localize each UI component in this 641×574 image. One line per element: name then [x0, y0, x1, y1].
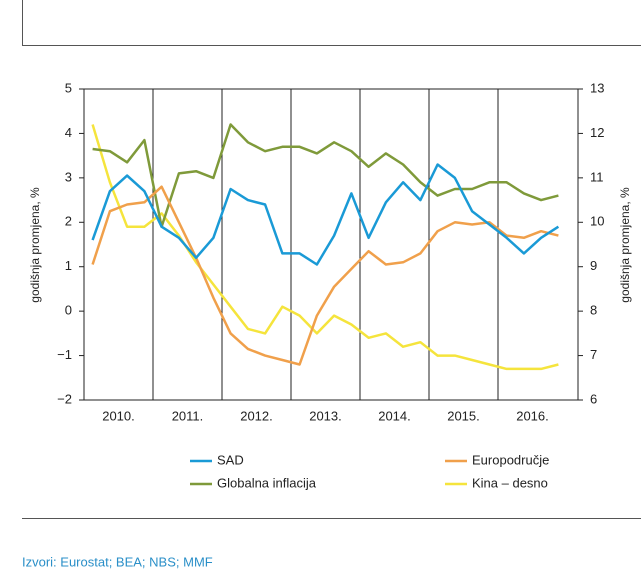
series-line [91, 124, 559, 371]
y2-tick-label: 7 [590, 347, 597, 362]
x-tick-label: 2012. [240, 408, 273, 423]
y2-tick-label: 10 [590, 214, 604, 229]
series-line [92, 123, 559, 228]
x-tick-label: 2016. [516, 408, 549, 423]
y2-tick-label: 11 [590, 169, 604, 184]
plot-frame [83, 88, 579, 401]
y-tick-label: 3 [65, 169, 72, 184]
y-tick-label: −1 [57, 347, 72, 362]
legend-label: SAD [217, 452, 244, 467]
y2-axis-label: godišnja promjena, % [618, 187, 632, 303]
y-tick-label: 4 [65, 125, 72, 140]
legend-label: Europodručje [472, 452, 549, 467]
legend-label: Globalna inflacija [217, 475, 317, 490]
y2-tick-label: 8 [590, 303, 597, 318]
y2-tick-label: 6 [590, 391, 597, 406]
source: Izvori: Eurostat; BEA; NBS; MMF [22, 554, 213, 569]
y2-tick-label: 13 [590, 80, 604, 95]
x-tick-label: 2013. [309, 408, 342, 423]
x-tick-label: 2011. [172, 408, 204, 423]
legend-label: Kina – desno [472, 475, 548, 490]
y-tick-label: 0 [65, 303, 72, 318]
series-line [91, 163, 560, 266]
y-tick-label: −2 [57, 391, 72, 406]
y-tick-label: 1 [65, 258, 72, 273]
series-line [91, 185, 559, 366]
x-tick-label: 2015. [447, 408, 480, 423]
x-tick-label: 2010. [102, 408, 135, 423]
y-tick-label: 2 [65, 214, 72, 229]
y-axis-label: godišnja promjena, % [28, 187, 42, 303]
x-tick-label: 2014. [378, 408, 411, 423]
y2-tick-label: 9 [590, 258, 597, 273]
y2-tick-label: 12 [590, 125, 604, 140]
y-tick-label: 5 [65, 80, 72, 95]
